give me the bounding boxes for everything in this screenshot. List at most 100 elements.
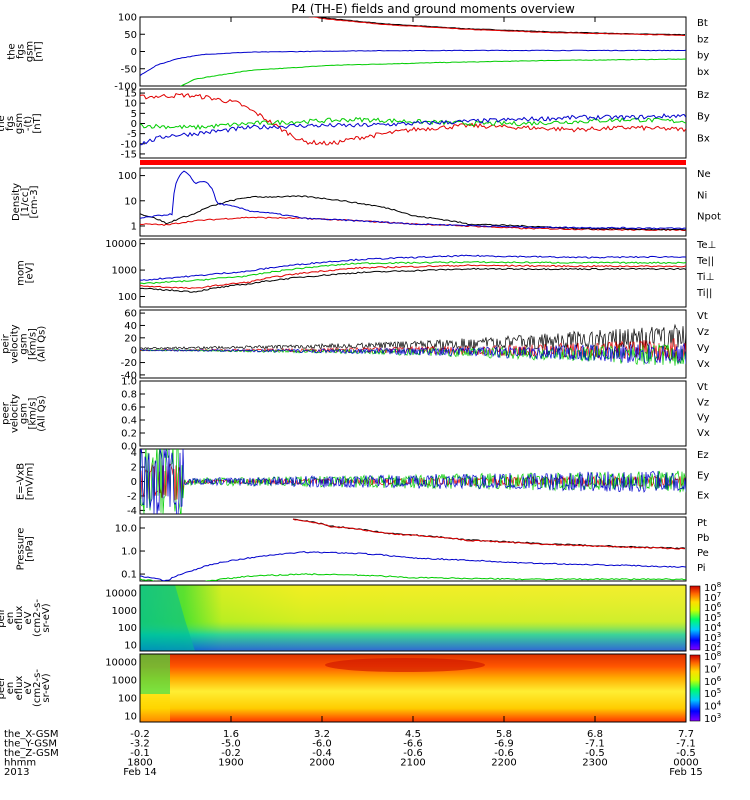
colorbar-ion-label: 106	[704, 601, 722, 614]
ytick-label: 10	[124, 99, 137, 110]
ylabel-p8: Pressure[nPa]	[16, 528, 36, 571]
ytick-label: 0.2	[121, 429, 137, 440]
legend-bz: bz	[697, 34, 709, 45]
colorbar-electron-label: 108	[704, 650, 721, 663]
ylabel-line: sr-eV)	[41, 603, 52, 632]
ylabel-line: sr-eV)	[41, 673, 52, 702]
ytick-label: 100	[118, 694, 137, 705]
series-Ti||	[140, 260, 686, 285]
ylabel-line: [eV]	[25, 263, 36, 284]
xaxis-value: 3.2	[314, 729, 330, 740]
series-group	[140, 518, 686, 581]
colorbar-ion-label: 103	[704, 631, 721, 644]
ylabel-line: eV	[23, 611, 34, 624]
exp: 3	[717, 631, 721, 639]
panel-p9: thepeirenefluxeV(cm2-s-sr-eV) 10000 1000 10…	[0, 589, 145, 652]
ylabel-line: [cm-3]	[29, 185, 40, 218]
exp: 7	[717, 662, 721, 670]
base: 10	[704, 583, 717, 594]
base: 10	[704, 593, 717, 604]
series-group	[140, 323, 686, 366]
xaxis-value: -7.1	[585, 739, 605, 750]
base: 10	[704, 714, 717, 725]
base: 10	[704, 689, 717, 700]
ytick-label: 0	[131, 47, 137, 58]
colorbar-ion-label: 107	[704, 591, 721, 604]
xaxis-value: -3.2	[130, 739, 150, 750]
series-bx	[140, 49, 686, 77]
colorbar-electron-label: 104	[704, 700, 722, 713]
panel-p5: thepeirvelocitygsm[km/s](All Qs)6040200-…	[0, 309, 710, 382]
base: 10	[704, 677, 717, 688]
ylabel-line: [1/cc]	[20, 188, 31, 217]
ytick-label: 4	[131, 448, 137, 459]
panel-p6: thepeervelocitygsm[km/s](All Qs) 1.0 0.8 0.…	[0, 377, 710, 453]
ylabel-line: [mV/m]	[25, 463, 36, 501]
ylabel-line: velocity	[10, 394, 21, 433]
series-Ni	[140, 195, 686, 231]
series-bz	[308, 17, 685, 36]
series-Te||	[140, 267, 686, 293]
xaxis-value: -5.0	[221, 739, 241, 750]
ylabel-line: the	[7, 43, 18, 59]
ylabel-line: E=-VxB	[16, 463, 27, 500]
xaxis-value: -6.6	[403, 739, 423, 750]
base: 10	[704, 652, 717, 663]
legend-Vz: Vz	[697, 327, 709, 338]
legend-Te⊥: Te⊥	[696, 240, 716, 251]
ytick-label: 10	[124, 641, 137, 652]
panel-p10: thepeerenefluxeV(cm2-s-sr-eV) 10000 1000 10…	[0, 658, 145, 723]
xaxis-value: 6.8	[587, 729, 603, 740]
figure-title: P4 (TH-E) fields and ground moments over…	[291, 2, 575, 16]
series-Ex	[140, 449, 686, 514]
series-group	[140, 92, 686, 146]
xaxis-value: 2100	[400, 758, 425, 769]
electron-spectrogram	[139, 653, 687, 723]
ylabel-line: [km/s]	[28, 397, 39, 429]
ytick-label: 5	[131, 109, 137, 120]
exp: 4	[717, 621, 722, 629]
ylabel-p9: thepeirenefluxeV(cm2-s-sr-eV)	[0, 599, 52, 637]
panel-p8: Pressure[nPa] 10.0 1.0 0.1 Pt Pb Pe Pi	[16, 516, 709, 582]
ylabel-line: gsm	[19, 403, 30, 424]
xaxis-value: 2300	[582, 758, 607, 769]
xaxis-year: 2013	[4, 767, 29, 778]
legend-Pi: Pi	[697, 563, 706, 574]
ylabel-line: peer	[1, 401, 12, 425]
frame-p5	[139, 309, 687, 379]
xaxis-value: 5.8	[496, 729, 512, 740]
series-Pe	[140, 573, 686, 581]
ytick-label: 0.1	[121, 570, 137, 581]
ylabel-line: -(t)	[23, 116, 34, 131]
series-Vt	[140, 323, 686, 352]
ylabel-line: Pressure	[16, 528, 27, 571]
exp: 8	[717, 650, 721, 658]
series-group	[140, 170, 686, 232]
exp: 5	[717, 611, 721, 619]
ytick-label: 0.6	[121, 403, 137, 414]
legend-Vy: Vy	[697, 413, 710, 424]
ytick-label: 0	[131, 346, 137, 357]
legend-Ti⊥: Ti⊥	[696, 272, 714, 283]
legend-Vt: Vt	[697, 311, 708, 322]
xaxis-row-label: hhmm	[4, 758, 36, 769]
colorbar-ion-label: 108	[704, 581, 721, 594]
xaxis-value: -6.0	[312, 739, 332, 750]
exp: 6	[717, 601, 722, 609]
series-Npot	[140, 170, 686, 230]
series-Ez	[140, 463, 686, 501]
ion-spectrogram	[139, 584, 687, 652]
ytick-label: 100	[118, 171, 137, 182]
ytick-label: -4	[127, 506, 137, 517]
xaxis-value: -0.2	[130, 729, 150, 740]
ylabel-line: (All Qs)	[37, 395, 48, 432]
ytick-label: 20	[124, 333, 137, 344]
ytick-label: 50	[124, 30, 137, 41]
ylabel-line: eflux	[14, 606, 25, 631]
ytick-label: -50	[121, 64, 137, 75]
xaxis-value: -6.9	[494, 739, 514, 750]
ytick-label: 1.0	[121, 547, 137, 558]
ytick-label: 0.8	[121, 390, 137, 401]
x-axis-annotations: the_X-GSM -0.2 1.6 3.2 4.5 5.8 6.8 7.7 the_Y-GSM…	[4, 17, 703, 778]
panel-p7: E=-VxB[mV/m] 4 2 0 -2 -4 Ez Ey Ex	[16, 448, 710, 517]
